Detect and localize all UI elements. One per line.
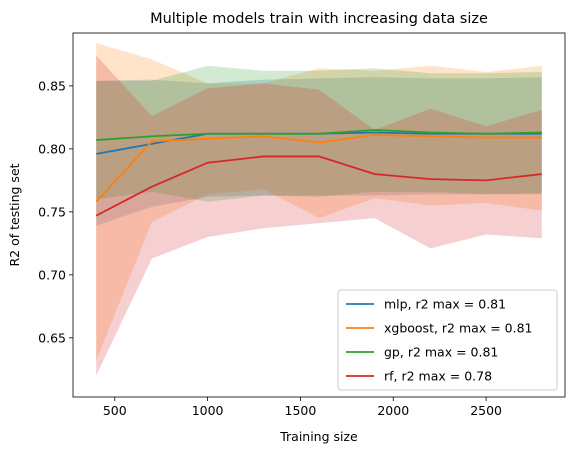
x-tick-label: 1500 — [285, 403, 317, 418]
x-tick-label: 2000 — [377, 403, 409, 418]
legend-label: xgboost, r2 max = 0.81 — [384, 321, 532, 336]
x-axis: 500 1000 1500 2000 2500 — [103, 397, 502, 418]
line-xgboost — [95, 134, 542, 203]
y-tick-label: 0.75 — [38, 204, 66, 219]
y-axis-label: R2 of testing set — [7, 163, 22, 266]
line-gp — [96, 129, 542, 141]
legend-label: rf, r2 max = 0.78 — [384, 369, 492, 384]
plot-frame — [72, 32, 566, 398]
legend-label: gp, r2 max = 0.81 — [384, 345, 498, 360]
legend-box — [337, 289, 558, 391]
y-tick-label: 0.65 — [38, 330, 66, 345]
band-xgboost — [96, 43, 542, 361]
band-mlp — [96, 77, 542, 226]
x-tick-label: 500 — [103, 403, 127, 418]
line-rf — [95, 155, 542, 217]
x-tick-label: 2500 — [470, 403, 502, 418]
y-tick-label: 0.70 — [38, 267, 66, 282]
series-lines — [95, 129, 542, 217]
legend-label: mlp, r2 max = 0.81 — [384, 297, 506, 312]
x-axis-label: Training size — [279, 429, 358, 444]
y-axis: 0.65 0.70 0.75 0.80 0.85 — [38, 78, 73, 345]
chart-title: Multiple models train with increasing da… — [150, 11, 488, 27]
x-tick-label: 1000 — [192, 403, 224, 418]
y-tick-label: 0.85 — [38, 78, 66, 93]
legend: mlp, r2 max = 0.81 xgboost, r2 max = 0.81… — [337, 289, 558, 391]
y-tick-label: 0.80 — [38, 141, 66, 156]
